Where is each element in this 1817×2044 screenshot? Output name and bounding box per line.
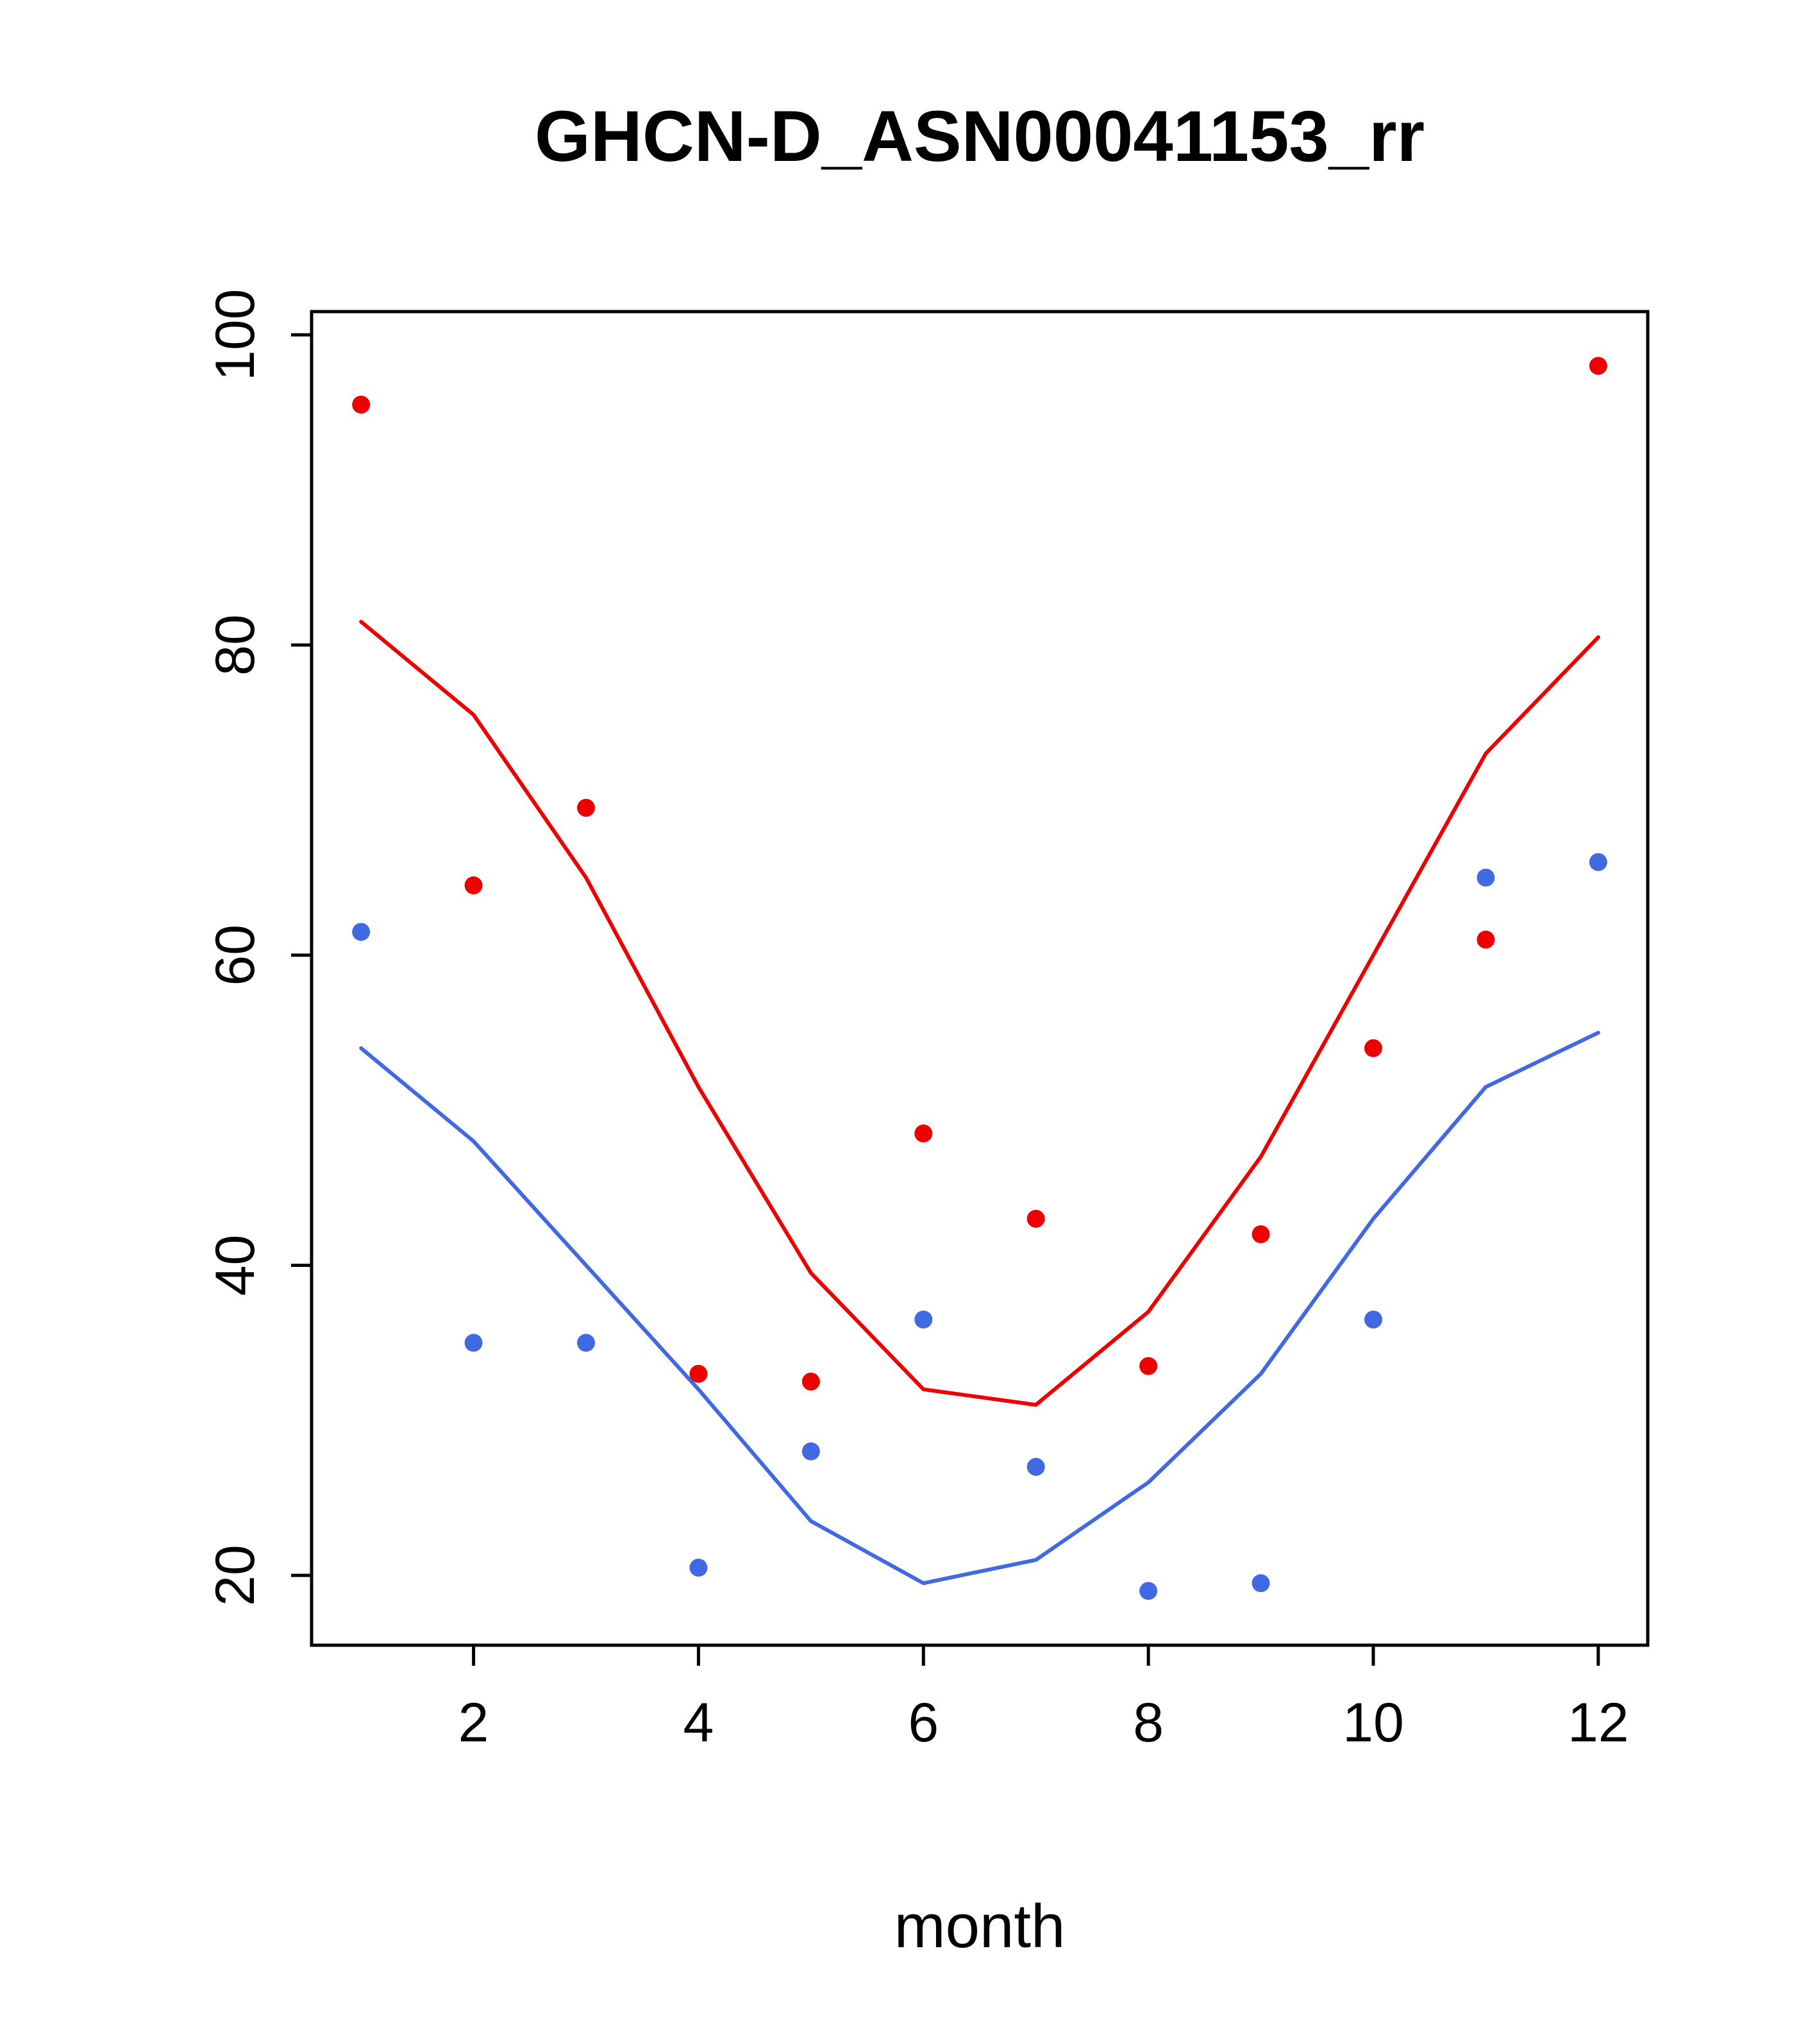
blue-point (1364, 1311, 1382, 1329)
x-tick-label: 10 (1343, 1692, 1404, 1754)
blue-point (1589, 853, 1607, 871)
blue-point (1477, 868, 1495, 887)
y-tick-label: 100 (205, 289, 266, 381)
red-point (1252, 1225, 1270, 1244)
x-tick-label: 2 (458, 1692, 489, 1754)
red-point (1026, 1209, 1045, 1228)
y-tick-label: 40 (205, 1235, 266, 1296)
red-point (1139, 1357, 1158, 1375)
x-tick-label: 12 (1568, 1692, 1629, 1754)
x-tick-label: 8 (1133, 1692, 1164, 1754)
plot-box (310, 310, 1650, 1647)
blue-line (359, 1030, 1600, 1586)
red-point (1364, 1039, 1382, 1057)
x-tick-label: 4 (683, 1692, 714, 1754)
chart-title: GHCN-D_ASN00041153_rr (534, 96, 1425, 176)
red-point (914, 1124, 933, 1143)
red-point (1477, 930, 1495, 949)
blue-point (1139, 1582, 1158, 1600)
blue-point (801, 1442, 820, 1461)
y-tick-label: 60 (205, 925, 266, 986)
red-point (464, 876, 483, 894)
x-axis-label: month (894, 1892, 1066, 1961)
y-tick-label: 20 (205, 1545, 266, 1606)
blue-point (352, 923, 371, 941)
blue-point (1026, 1457, 1045, 1476)
red-point (577, 798, 596, 817)
blue-point (914, 1311, 933, 1329)
red-point (689, 1364, 708, 1383)
red-point (1589, 356, 1607, 375)
blue-point (689, 1559, 708, 1577)
blue-point (464, 1334, 483, 1352)
blue-point (1252, 1574, 1270, 1593)
x-tick-label: 6 (908, 1692, 939, 1754)
y-tick-label: 80 (205, 614, 266, 676)
blue-point (577, 1334, 596, 1352)
red-line (359, 619, 1600, 1407)
red-point (801, 1372, 820, 1391)
red-point (352, 396, 371, 414)
